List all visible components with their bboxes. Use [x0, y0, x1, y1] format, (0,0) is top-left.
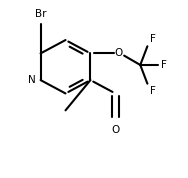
Text: F: F — [150, 34, 156, 44]
Text: Br: Br — [35, 9, 46, 19]
Text: N: N — [28, 75, 36, 85]
Text: O: O — [111, 125, 120, 135]
Text: F: F — [161, 60, 167, 70]
Text: O: O — [114, 48, 122, 58]
Text: F: F — [150, 86, 156, 96]
